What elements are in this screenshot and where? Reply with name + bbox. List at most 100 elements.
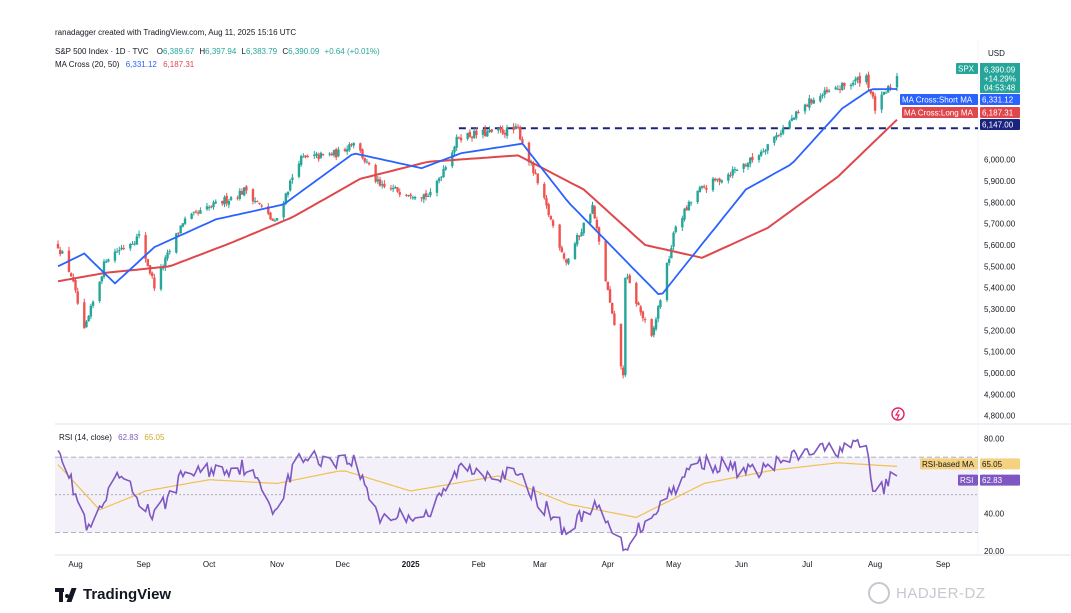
- candle[interactable]: [422, 193, 426, 204]
- price-axis[interactable]: USD 6,000.00 5,900.00 5,800.00 5,700.00 5,600…: [900, 49, 1020, 556]
- candle[interactable]: [613, 310, 616, 326]
- candle[interactable]: [131, 241, 134, 245]
- candle[interactable]: [808, 94, 811, 111]
- candle[interactable]: [790, 114, 794, 122]
- candle[interactable]: [514, 123, 518, 130]
- candle[interactable]: [499, 125, 502, 133]
- candle[interactable]: [420, 196, 423, 202]
- candle[interactable]: [330, 152, 334, 156]
- candle[interactable]: [873, 93, 877, 115]
- candle[interactable]: [880, 91, 883, 114]
- candle[interactable]: [466, 132, 469, 141]
- candle[interactable]: [608, 286, 612, 303]
- candle[interactable]: [865, 73, 868, 85]
- candle[interactable]: [565, 258, 568, 266]
- candle[interactable]: [884, 90, 888, 94]
- candle[interactable]: [501, 125, 504, 135]
- short-ma-line[interactable]: [57, 88, 897, 295]
- candle[interactable]: [659, 299, 662, 309]
- candle[interactable]: [781, 124, 785, 136]
- candle[interactable]: [775, 132, 778, 141]
- candle[interactable]: [519, 125, 522, 141]
- candle[interactable]: [214, 199, 217, 205]
- candle[interactable]: [315, 151, 318, 159]
- candle[interactable]: [611, 302, 614, 315]
- candle[interactable]: [205, 202, 209, 211]
- candle[interactable]: [593, 205, 596, 220]
- candle[interactable]: [810, 98, 813, 105]
- candle[interactable]: [851, 80, 855, 87]
- candle[interactable]: [560, 245, 564, 253]
- candle[interactable]: [582, 222, 585, 236]
- candle[interactable]: [788, 119, 791, 130]
- candle[interactable]: [365, 158, 369, 164]
- candle[interactable]: [757, 154, 761, 163]
- candle[interactable]: [183, 216, 187, 226]
- candle[interactable]: [238, 188, 242, 201]
- candle[interactable]: [453, 145, 456, 156]
- candle[interactable]: [225, 193, 228, 207]
- candle[interactable]: [762, 148, 765, 153]
- time-axis[interactable]: Aug Sep Oct Nov Dec 2025 Feb Mar Apr May Jun Jul Aug…: [68, 560, 950, 569]
- candle[interactable]: [683, 207, 686, 222]
- candle[interactable]: [819, 93, 822, 103]
- candle[interactable]: [733, 166, 737, 174]
- candle[interactable]: [549, 215, 553, 221]
- candle[interactable]: [398, 188, 401, 198]
- candle[interactable]: [867, 71, 870, 91]
- candle[interactable]: [427, 193, 430, 197]
- candle[interactable]: [243, 187, 246, 197]
- candle[interactable]: [624, 277, 627, 377]
- candle[interactable]: [159, 264, 163, 292]
- candle[interactable]: [194, 209, 198, 214]
- candle[interactable]: [335, 147, 338, 161]
- candle[interactable]: [212, 200, 215, 210]
- candle[interactable]: [273, 218, 277, 222]
- candle[interactable]: [503, 129, 507, 139]
- candle[interactable]: [580, 228, 583, 237]
- candle[interactable]: [665, 262, 669, 303]
- candle[interactable]: [221, 200, 224, 206]
- candle[interactable]: [350, 143, 353, 147]
- candle[interactable]: [256, 200, 259, 203]
- candle[interactable]: [703, 184, 706, 189]
- candle[interactable]: [711, 176, 715, 193]
- candle[interactable]: [687, 200, 691, 211]
- candle[interactable]: [313, 150, 316, 159]
- candle[interactable]: [727, 172, 730, 184]
- candle[interactable]: [394, 185, 397, 189]
- lightning-icon[interactable]: [891, 407, 905, 421]
- candle[interactable]: [302, 153, 305, 158]
- candle[interactable]: [805, 103, 809, 107]
- candle[interactable]: [275, 217, 279, 222]
- candle[interactable]: [858, 72, 861, 87]
- candle[interactable]: [260, 203, 263, 208]
- candle[interactable]: [115, 248, 119, 253]
- candle[interactable]: [135, 233, 139, 245]
- candle[interactable]: [696, 190, 699, 204]
- candle[interactable]: [635, 281, 638, 307]
- candle[interactable]: [729, 171, 732, 178]
- candle[interactable]: [705, 184, 708, 193]
- candle[interactable]: [363, 157, 366, 164]
- candle[interactable]: [251, 188, 255, 205]
- candle[interactable]: [882, 91, 886, 96]
- candle[interactable]: [843, 82, 846, 90]
- candle[interactable]: [567, 257, 570, 266]
- candle[interactable]: [764, 148, 767, 155]
- candle[interactable]: [98, 281, 101, 304]
- ma-cross-legend[interactable]: MA Cross (20, 50) 6,331.12 6,187.31: [55, 60, 194, 69]
- candle[interactable]: [374, 163, 377, 184]
- candle[interactable]: [641, 310, 645, 322]
- candle[interactable]: [148, 264, 152, 276]
- candle[interactable]: [74, 278, 77, 293]
- candle[interactable]: [240, 188, 244, 195]
- candle[interactable]: [746, 161, 750, 170]
- candle[interactable]: [236, 195, 239, 201]
- candle[interactable]: [435, 179, 439, 197]
- candle[interactable]: [267, 203, 270, 216]
- rsi-pane[interactable]: [55, 438, 1071, 556]
- candle[interactable]: [475, 127, 478, 139]
- candle[interactable]: [304, 155, 307, 159]
- candle[interactable]: [667, 255, 671, 266]
